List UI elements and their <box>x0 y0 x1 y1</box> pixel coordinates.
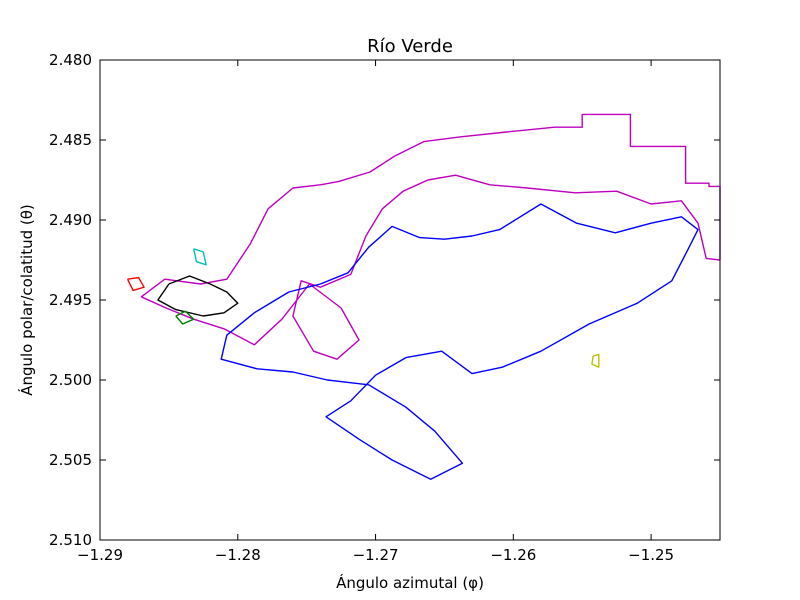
contour-series-7 <box>591 353 600 368</box>
x-axis-ticks: −1.29 −1.28 −1.27 −1.26 −1.25 <box>77 60 674 564</box>
y-axis-label: Ángulo polar/colatitud (θ) <box>17 204 36 396</box>
x-axis-label: Ángulo azimutal (φ) <box>336 573 484 592</box>
contour-series-5 <box>193 248 207 266</box>
y-tick-label: 2.480 <box>49 51 92 69</box>
y-tick-label: 2.495 <box>49 291 92 309</box>
contour-series-6 <box>175 310 195 325</box>
x-tick-label: −1.25 <box>628 546 674 564</box>
x-tick-label: −1.28 <box>215 546 261 564</box>
x-tick-label: −1.29 <box>77 546 123 564</box>
y-tick-label: 2.485 <box>49 131 92 149</box>
plot-area <box>100 60 720 540</box>
contour-series-3 <box>157 275 239 317</box>
series-layer <box>126 113 721 480</box>
contour-series-4 <box>126 276 145 292</box>
chart-title: Río Verde <box>367 36 453 57</box>
y-tick-label: 2.490 <box>49 211 92 229</box>
x-tick-label: −1.27 <box>353 546 399 564</box>
y-tick-label: 2.510 <box>49 531 92 549</box>
contour-series-1 <box>140 113 721 360</box>
y-tick-label: 2.505 <box>49 451 92 469</box>
contour-series-2 <box>220 203 699 480</box>
x-tick-label: −1.26 <box>490 546 536 564</box>
y-axis-ticks: 2.480 2.485 2.490 2.495 2.500 2.505 2.510 <box>49 51 720 549</box>
y-tick-label: 2.500 <box>49 371 92 389</box>
